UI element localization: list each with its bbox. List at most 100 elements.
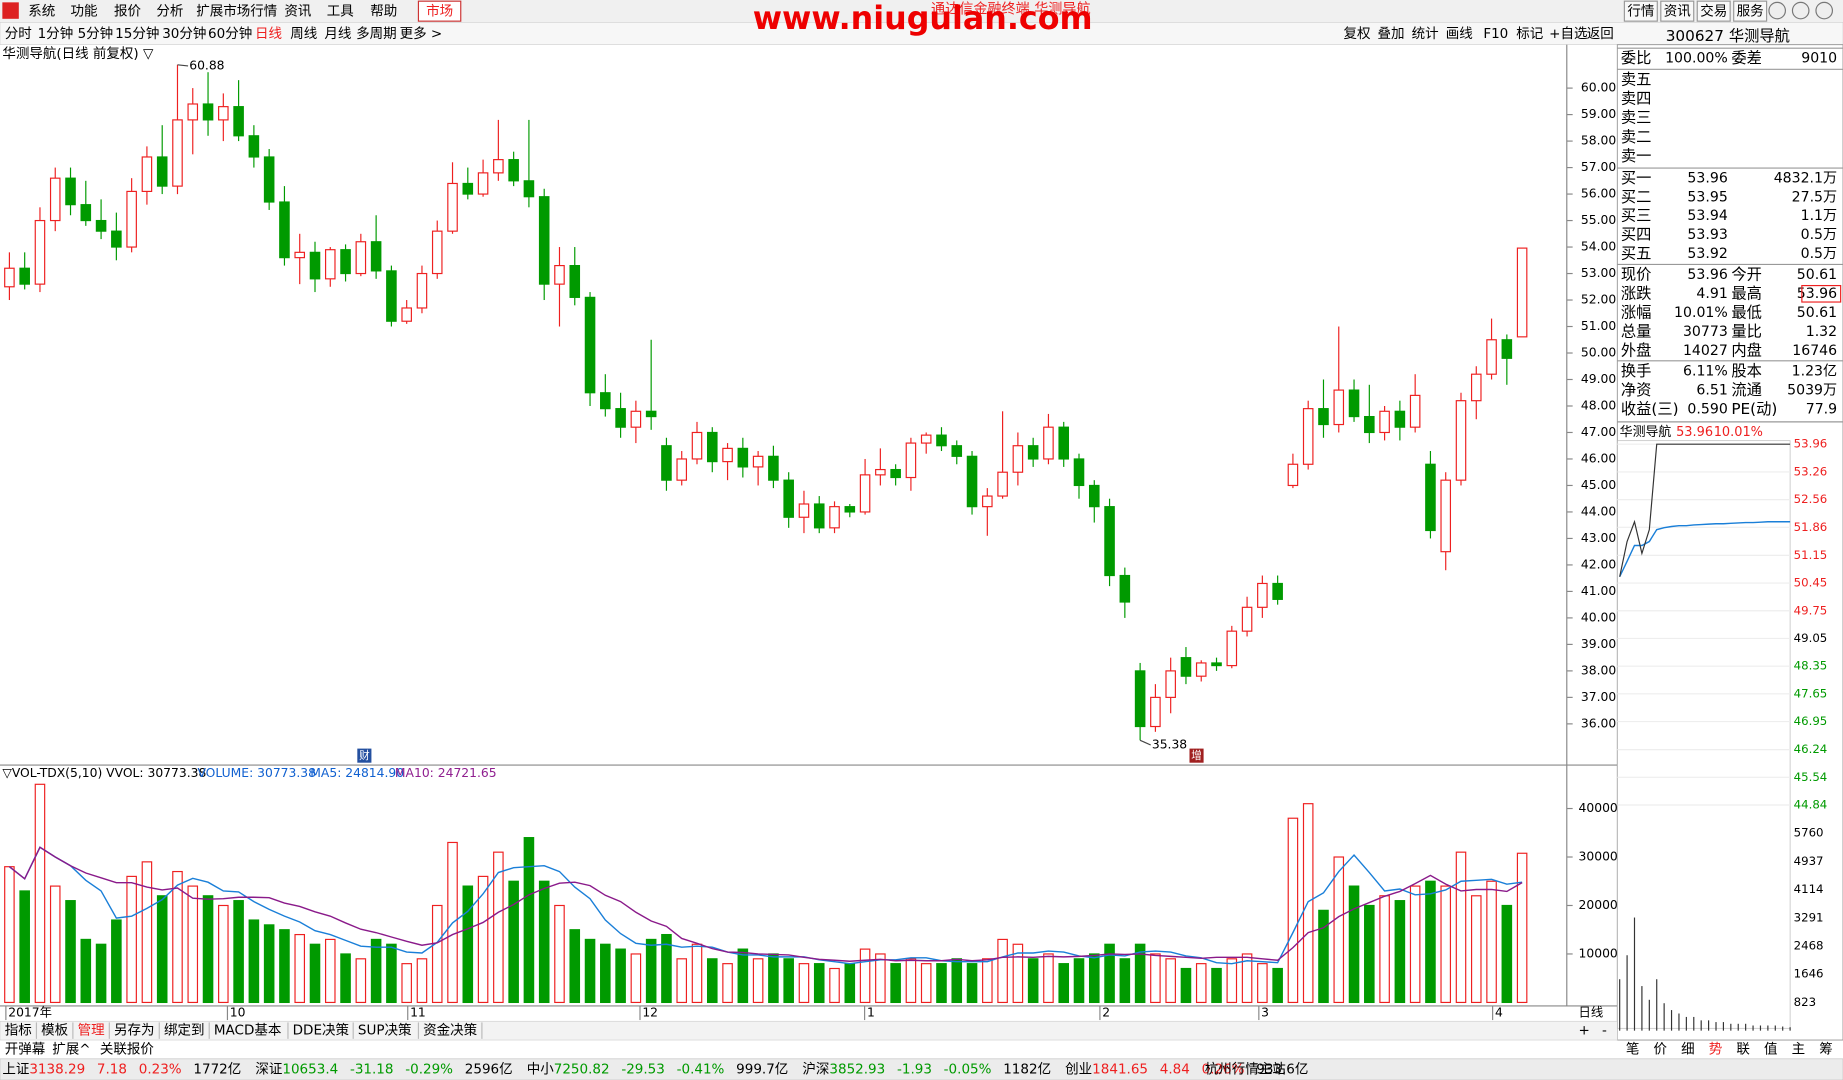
volume-bar [1425,880,1436,1004]
period-tab[interactable]: 周线 [290,26,317,42]
menu-item[interactable]: 系统 [28,4,55,20]
period-tab[interactable]: 分时 [5,26,32,42]
status-bar [0,1058,1843,1080]
indicator-tab[interactable]: 另存为 [114,1023,155,1039]
indicator-tab[interactable]: 绑定到 [164,1023,205,1039]
indicator-tab[interactable]: 管理 [78,1023,106,1039]
tool-button[interactable]: 统计 [1412,26,1439,42]
indicator-tab[interactable]: SUP决策 [358,1022,412,1039]
menu-item[interactable]: 报价 [114,4,142,20]
volume-bar [966,963,978,1004]
quote-cell: 内盘 [1731,342,1762,360]
indicator-tab[interactable]: DDE决策 [293,1022,350,1039]
mini-tab[interactable]: 势 [1709,1041,1723,1057]
event-marker[interactable] [357,748,372,763]
quote-cell: 53.93 [1687,227,1727,243]
mini-tab[interactable]: 值 [1764,1041,1778,1057]
menu-item[interactable]: 资讯 [284,4,312,20]
volume-bar [508,880,519,1004]
volume-bar [1165,958,1176,1004]
menu-item[interactable]: 分析 [156,4,183,20]
tool-button[interactable]: 标记 [1516,26,1543,42]
event-marker-label[interactable]: 财 [359,749,370,762]
intraday-tick-label: 46.24 [1794,742,1828,756]
menu-item[interactable]: 工具 [327,4,354,20]
extra-tab[interactable]: 关联报价 [100,1041,155,1057]
indicator-tab[interactable]: 资金决策 [423,1022,478,1039]
period-tab[interactable]: 60分钟 [208,25,252,42]
indicator-tab[interactable]: 模板 [41,1023,69,1039]
quote-cell: 50.61 [1797,267,1837,283]
period-tab[interactable]: 30分钟 [162,25,206,42]
period-tab[interactable]: 月线 [324,26,351,42]
candle-body [355,241,367,275]
quote-cell: 53.96 [1687,171,1727,187]
tool-button[interactable]: 返回 [1587,26,1614,42]
volume-bar [202,895,214,1004]
candle-body [401,307,412,322]
zoom-in[interactable]: + [1579,1023,1590,1039]
extra-tab[interactable]: 扩展^ [52,1041,90,1057]
zoom-out[interactable]: - [1602,1023,1607,1039]
x-tick-label: 10 [230,1006,246,1020]
tool-button[interactable]: F10 [1483,26,1508,42]
indicator-tab[interactable]: 指标 [5,1023,32,1039]
candle-body [1027,445,1039,460]
mini-tab[interactable]: 筹 [1819,1040,1833,1057]
period-tab[interactable]: 5分钟 [78,25,114,42]
menu-item[interactable]: 功能 [71,4,98,20]
volume-bar [584,938,596,1004]
window-button[interactable] [1768,1,1786,20]
top-button[interactable] [1660,0,1695,22]
period-tab[interactable]: 15分钟 [115,25,159,42]
period-tab[interactable]: 日线 [255,26,282,42]
period-tab[interactable]: 1分钟 [38,25,74,42]
y-tick-label: 43.00 [1581,531,1616,545]
tool-button[interactable]: 叠加 [1378,26,1405,42]
mini-tab[interactable]: 细 [1681,1041,1695,1057]
window-button[interactable] [1791,1,1810,20]
top-button[interactable] [1696,0,1731,22]
candle-body [1150,696,1161,728]
tool-button[interactable]: 画线 [1446,26,1473,42]
candle-body [813,503,825,529]
tool-button[interactable]: +自选 [1549,26,1588,42]
candle-body [706,431,718,463]
quote-cell: PE(动) [1731,400,1777,418]
market-label[interactable]: 市场 [426,3,453,20]
top-button-label[interactable]: 行情 [1627,4,1654,20]
mini-tab[interactable]: 笔 [1626,1041,1640,1057]
status-price: 10653.4 [282,1061,338,1077]
top-button-label[interactable]: 资讯 [1664,4,1692,20]
y-tick-label: 44.00 [1581,504,1616,518]
top-button-label[interactable]: 交易 [1700,3,1727,20]
period-tab[interactable]: 更多 > [400,25,443,42]
top-button-label[interactable]: 服务 [1737,4,1764,20]
candle-body [263,156,275,203]
event-marker[interactable] [1189,748,1204,763]
volume-bar [355,958,367,1004]
tool-button[interactable]: 复权 [1343,25,1371,42]
menu-item[interactable]: 帮助 [370,4,397,20]
quote-header: 300627 华测导航 [1666,27,1790,45]
top-button[interactable] [1623,0,1658,22]
period-tab[interactable]: 多周期 [356,25,397,42]
extra-tab[interactable]: 开弹幕 [5,1041,46,1057]
volume-bar [324,938,336,1004]
quote-cell: 77.9 [1806,402,1837,418]
mini-tab[interactable]: 联 [1736,1041,1750,1057]
menu-item[interactable]: 扩展市场行情 [196,3,277,20]
quote-cell: 53.96 [1797,286,1837,302]
top-button[interactable] [1733,0,1768,22]
market-button[interactable] [417,0,462,22]
mini-tab[interactable]: 价 [1653,1041,1667,1057]
quote-cell: 买五 [1621,244,1652,262]
volume-bar [263,924,275,1004]
candle-body [1364,415,1375,434]
window-button[interactable] [1815,1,1834,20]
mini-tab[interactable]: 主 [1792,1041,1806,1057]
volume-bar [661,933,672,1004]
event-marker-label[interactable]: 增 [1191,749,1202,762]
indicator-tab[interactable]: MACD基本 [214,1022,282,1039]
volume-bar [1486,880,1497,1004]
